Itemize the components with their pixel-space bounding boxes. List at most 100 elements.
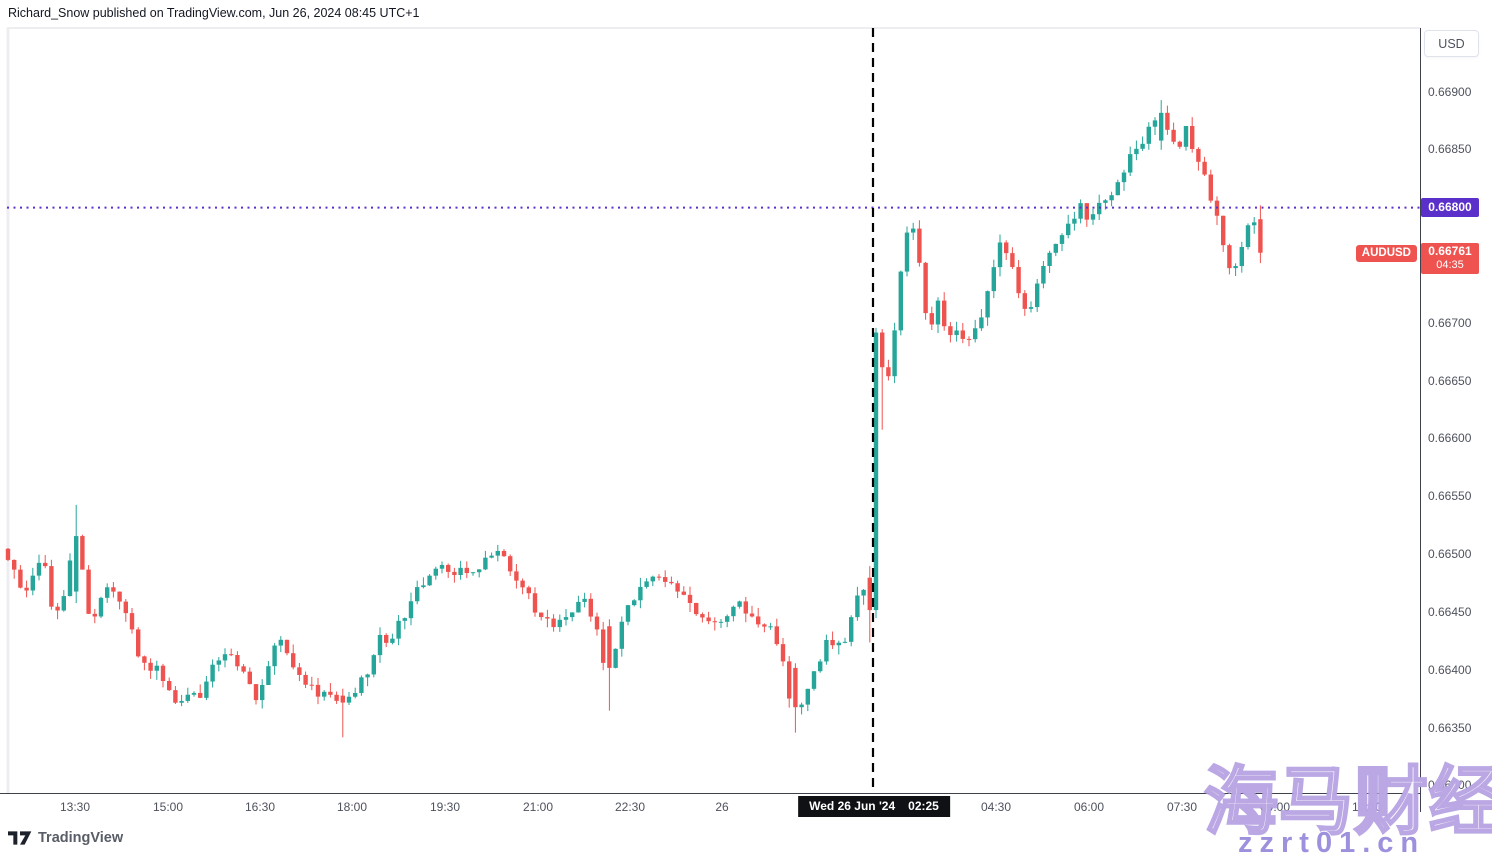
candle-down bbox=[229, 654, 234, 656]
candle-up bbox=[415, 587, 420, 602]
candle-down bbox=[92, 613, 97, 617]
candle-up bbox=[1233, 266, 1238, 269]
candle-down bbox=[923, 262, 928, 314]
candle-up bbox=[74, 536, 79, 592]
time-tick: 09:00 bbox=[1259, 800, 1291, 814]
candle-up bbox=[768, 626, 773, 628]
candle-up bbox=[1047, 252, 1052, 266]
candle-up bbox=[836, 642, 841, 646]
candle-down bbox=[1190, 126, 1195, 149]
candle-up bbox=[805, 688, 810, 705]
candle-up bbox=[390, 638, 395, 643]
time-tick: 13:30 bbox=[59, 800, 91, 814]
candle-down bbox=[1258, 219, 1263, 253]
candle-up bbox=[570, 612, 575, 618]
candle-down bbox=[756, 616, 761, 625]
candle-down bbox=[706, 617, 711, 622]
candle-down bbox=[247, 671, 252, 685]
candle-down bbox=[830, 639, 835, 646]
last-price-tag: 0.66761 04:35 bbox=[1421, 243, 1479, 275]
candle-down bbox=[532, 593, 538, 613]
candle-up bbox=[346, 696, 352, 703]
candle-down bbox=[1177, 141, 1182, 147]
candle-up bbox=[365, 674, 370, 678]
candle-up bbox=[67, 560, 73, 597]
candle-down bbox=[780, 644, 786, 662]
candle-up bbox=[439, 564, 445, 569]
symbol-tag: AUDUSD bbox=[1355, 244, 1417, 262]
price-tick: 0.66500 bbox=[1428, 547, 1472, 562]
candle-up bbox=[638, 586, 643, 601]
candle-down bbox=[1221, 215, 1226, 246]
candle-up bbox=[396, 620, 401, 639]
candle-up bbox=[359, 677, 364, 694]
time-tick: 22:30 bbox=[614, 800, 646, 814]
candle-down bbox=[452, 571, 457, 576]
candle-down bbox=[49, 566, 54, 607]
candle-up bbox=[911, 228, 916, 233]
candle-down bbox=[297, 667, 302, 675]
candle-up bbox=[1252, 222, 1257, 226]
candle-up bbox=[991, 267, 996, 292]
candle-down bbox=[464, 567, 469, 574]
candle-down bbox=[539, 612, 544, 618]
candle-up bbox=[154, 665, 159, 671]
candle-down bbox=[1208, 174, 1213, 201]
candle-up bbox=[892, 330, 897, 377]
candle-down bbox=[948, 326, 953, 336]
price-tick: 0.66350 bbox=[1428, 720, 1472, 735]
candle-down bbox=[284, 639, 290, 654]
candle-down bbox=[675, 583, 680, 592]
candle-up bbox=[408, 601, 414, 619]
currency-usd-button[interactable]: USD bbox=[1424, 30, 1479, 57]
candle-up bbox=[353, 693, 358, 697]
candle-down bbox=[148, 662, 153, 671]
candle-down bbox=[291, 653, 296, 668]
price-tick: 0.66700 bbox=[1428, 315, 1472, 330]
candle-up bbox=[954, 330, 959, 336]
attribution-text: Richard_Snow published on TradingView.co… bbox=[8, 6, 420, 20]
candle-down bbox=[446, 564, 451, 572]
candle-up bbox=[1121, 172, 1127, 183]
candle-up bbox=[371, 655, 376, 675]
tradingview-logo[interactable]: TradingView bbox=[8, 830, 123, 846]
candle-up bbox=[477, 569, 482, 573]
candle-down bbox=[663, 577, 668, 582]
price-tick: 0.66300 bbox=[1428, 778, 1472, 793]
candle-down bbox=[867, 577, 872, 611]
price-tick: 0.66550 bbox=[1428, 489, 1472, 504]
candle-up bbox=[725, 616, 730, 622]
price-tick: 0.66900 bbox=[1428, 84, 1472, 99]
candle-down bbox=[501, 550, 507, 557]
candle-up bbox=[489, 555, 494, 558]
price-tick: 0.66850 bbox=[1428, 142, 1472, 157]
candle-down bbox=[787, 661, 792, 699]
candle-down bbox=[917, 228, 922, 263]
candle-up bbox=[811, 671, 817, 689]
candle-up bbox=[1128, 154, 1133, 173]
candle-down bbox=[774, 626, 779, 645]
candle-down bbox=[880, 332, 885, 368]
candle-down bbox=[594, 616, 600, 630]
candle-down bbox=[86, 569, 91, 614]
candle-down bbox=[1010, 253, 1015, 268]
candle-down bbox=[1171, 129, 1176, 142]
candle-down bbox=[123, 601, 128, 614]
candle-down bbox=[520, 580, 525, 588]
tradingview-logo-text: TradingView bbox=[38, 830, 124, 846]
candle-down bbox=[334, 694, 339, 701]
time-tick: 10:30 bbox=[1351, 800, 1383, 814]
time-tick: 21:00 bbox=[522, 800, 554, 814]
candle-down bbox=[700, 614, 705, 618]
candle-down bbox=[142, 656, 147, 663]
candle-down bbox=[328, 691, 333, 695]
candle-down bbox=[173, 690, 178, 703]
candle-down bbox=[687, 594, 693, 603]
candle-up bbox=[1028, 307, 1034, 309]
candle-down bbox=[508, 556, 513, 572]
candle-up bbox=[377, 634, 383, 656]
candle-down bbox=[929, 313, 934, 325]
candle-down bbox=[793, 667, 798, 708]
candle-up bbox=[98, 597, 104, 617]
